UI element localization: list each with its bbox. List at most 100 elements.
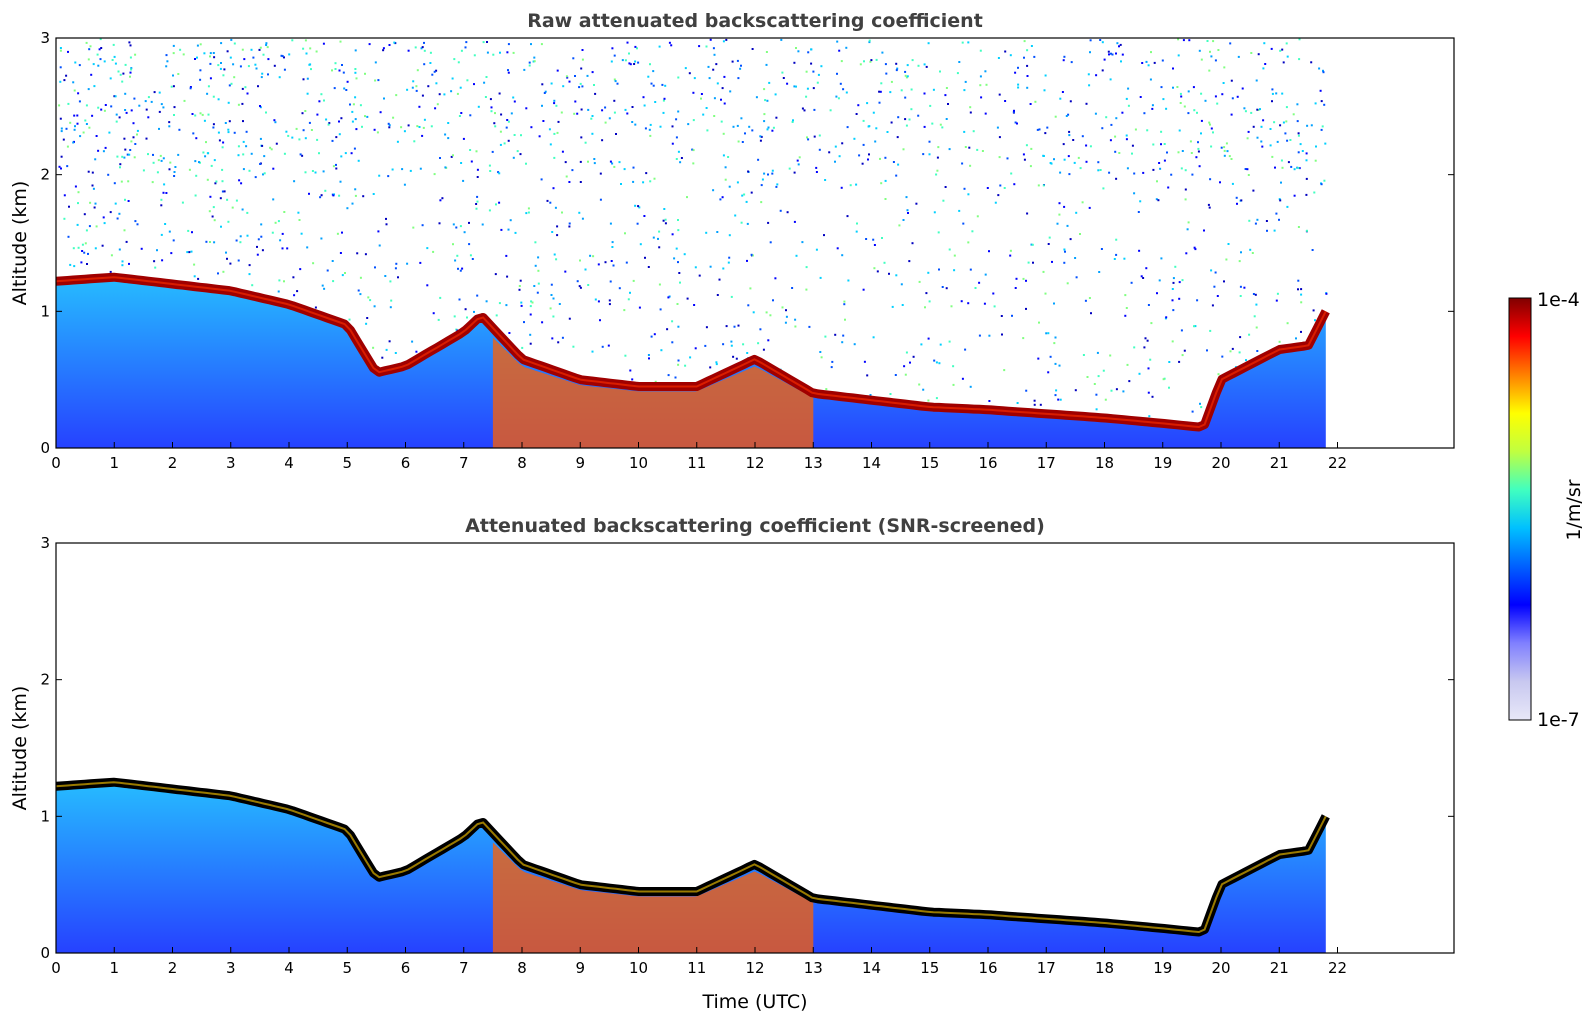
noise-pixel (713, 53, 716, 56)
noise-pixel (979, 75, 982, 78)
noise-pixel (339, 180, 342, 183)
noise-pixel (647, 75, 650, 78)
noise-pixel (667, 296, 670, 299)
noise-pixel (194, 58, 196, 60)
noise-pixel (333, 87, 336, 90)
noise-pixel (889, 91, 892, 94)
noise-pixel (519, 153, 522, 156)
noise-pixel (541, 321, 544, 324)
noise-pixel (259, 105, 261, 107)
noise-pixel (1209, 123, 1211, 126)
noise-pixel (1184, 198, 1187, 201)
noise-pixel (1084, 299, 1087, 302)
noise-pixel (1109, 78, 1112, 81)
y-tick-label: 1 (40, 807, 50, 825)
noise-pixel (1210, 145, 1213, 148)
noise-pixel (643, 104, 646, 107)
noise-pixel (815, 171, 818, 173)
noise-pixel (652, 84, 655, 87)
noise-pixel (1115, 238, 1118, 241)
noise-pixel (482, 41, 485, 44)
noise-pixel (278, 279, 281, 282)
noise-pixel (252, 56, 255, 59)
noise-pixel (311, 170, 314, 172)
noise-pixel (1200, 132, 1202, 135)
x-tick-label: 13 (804, 454, 823, 472)
noise-pixel (666, 328, 669, 331)
noise-pixel (265, 44, 268, 46)
noise-pixel (525, 162, 527, 165)
noise-pixel (1017, 86, 1020, 89)
noise-pixel (412, 80, 415, 83)
noise-pixel (1054, 336, 1057, 339)
noise-pixel (452, 243, 454, 246)
noise-pixel (1172, 309, 1175, 312)
noise-pixel (1047, 332, 1050, 335)
noise-pixel (992, 292, 995, 295)
noise-pixel (1054, 115, 1057, 118)
noise-pixel (170, 252, 173, 255)
noise-pixel (1138, 249, 1141, 252)
noise-pixel (1013, 183, 1016, 186)
noise-pixel (1285, 106, 1288, 109)
noise-pixel (969, 106, 972, 109)
noise-pixel (541, 83, 544, 86)
noise-pixel (97, 64, 100, 67)
noise-pixel (613, 54, 616, 57)
noise-pixel (1137, 211, 1140, 213)
noise-pixel (746, 259, 748, 262)
noise-pixel (1142, 277, 1145, 279)
noise-pixel (310, 129, 313, 131)
noise-pixel (306, 92, 309, 95)
noise-pixel (507, 228, 510, 231)
noise-pixel (1249, 248, 1252, 251)
noise-pixel (121, 80, 124, 83)
noise-pixel (158, 110, 161, 113)
noise-pixel (1097, 169, 1100, 172)
noise-pixel (939, 123, 942, 126)
noise-pixel (1197, 141, 1199, 144)
noise-pixel (929, 104, 932, 107)
noise-pixel (512, 51, 515, 54)
noise-pixel (752, 311, 755, 314)
noise-pixel (1133, 346, 1136, 349)
noise-pixel (136, 133, 138, 136)
noise-pixel (1186, 228, 1189, 231)
noise-pixel (905, 76, 908, 79)
noise-pixel (650, 82, 653, 85)
noise-pixel (248, 169, 251, 172)
noise-pixel (744, 132, 746, 135)
noise-pixel (459, 225, 462, 228)
noise-pixel (435, 69, 438, 72)
noise-pixel (1101, 41, 1104, 44)
noise-pixel (59, 80, 62, 83)
noise-pixel (93, 206, 96, 209)
noise-pixel (677, 219, 679, 221)
noise-pixel (421, 46, 424, 49)
noise-pixel (1183, 349, 1186, 352)
noise-pixel (980, 96, 983, 99)
noise-pixel (265, 42, 268, 45)
noise-pixel (729, 90, 732, 93)
noise-pixel (72, 141, 75, 144)
noise-pixel (1319, 89, 1322, 92)
noise-pixel (698, 274, 701, 277)
noise-pixel (825, 388, 828, 391)
noise-pixel (1039, 403, 1042, 406)
noise-pixel (91, 114, 94, 117)
noise-pixel (895, 274, 898, 277)
noise-pixel (631, 378, 634, 381)
noise-pixel (1256, 350, 1259, 352)
noise-pixel (692, 119, 695, 122)
noise-pixel (104, 104, 107, 106)
noise-pixel (104, 146, 107, 149)
noise-pixel (769, 314, 772, 317)
noise-pixel (923, 125, 926, 128)
noise-pixel (875, 58, 878, 61)
noise-pixel (730, 295, 733, 298)
noise-pixel (1321, 125, 1324, 128)
noise-pixel (80, 261, 83, 264)
noise-pixel (962, 222, 965, 225)
noise-pixel (974, 287, 977, 289)
noise-pixel (1121, 111, 1124, 114)
